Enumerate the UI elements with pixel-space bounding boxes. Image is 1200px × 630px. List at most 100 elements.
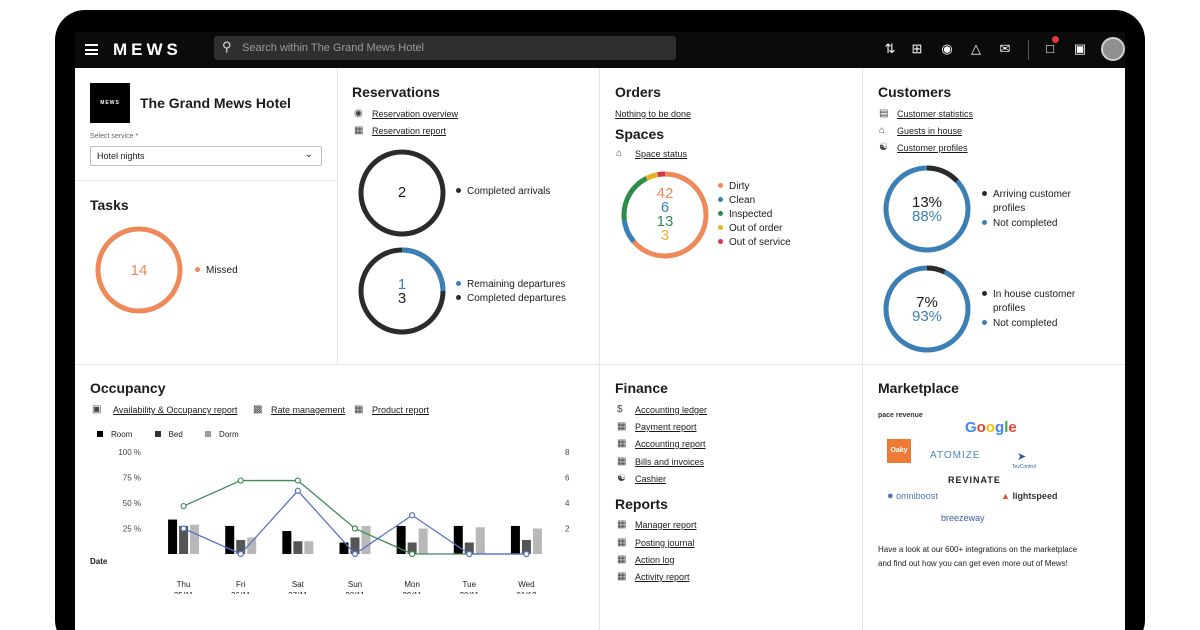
omniboost-logo[interactable]: ● omniboost: [887, 490, 938, 502]
x-tick-date: 30/11: [460, 591, 480, 594]
customer-statistics-link[interactable]: Customer statistics: [897, 109, 974, 119]
manager-report-icon: ▦: [617, 519, 627, 530]
search-input[interactable]: [242, 40, 662, 56]
sort-icon[interactable]: ⇅: [884, 41, 896, 56]
payment-icon: ▦: [617, 421, 627, 432]
posting-journal-link[interactable]: Posting journal: [635, 538, 695, 548]
screen: MEWS ⚲ ⇅ ⊞ ◉ △ ✉ □ ▣ MEWS The Grand Mews…: [75, 32, 1125, 630]
reservation-overview-link[interactable]: Reservation overview: [372, 109, 459, 119]
eye-icon[interactable]: ◉: [941, 41, 953, 56]
bar-bed: [407, 542, 417, 554]
gift-icon[interactable]: ▣: [1073, 41, 1087, 56]
ledger-icon: $: [617, 404, 623, 415]
x-tick-day: Sun: [348, 580, 362, 589]
action-log-link[interactable]: Action log: [635, 555, 675, 565]
arriving-completed-pct: 13%: [911, 194, 943, 211]
departures-completed: 3: [397, 290, 407, 307]
oaky-logo[interactable]: Oaky: [887, 439, 911, 463]
legend-clean: Clean: [718, 195, 755, 206]
lightspeed-logo[interactable]: ▲ lightspeed: [1001, 491, 1058, 501]
availability-occupancy-link[interactable]: Availability & Occupancy report: [113, 405, 238, 415]
bar-dorm: [532, 528, 542, 554]
divider: [75, 180, 337, 181]
inhouse-not-completed-legend: Not completed: [982, 318, 1057, 329]
pace-revenue-logo[interactable]: pace revenue: [878, 412, 923, 419]
activity-icon: ▦: [617, 571, 627, 582]
bar-room: [510, 525, 520, 554]
x-tick-day: Wed: [518, 580, 534, 589]
manager-report-link[interactable]: Manager report: [635, 520, 697, 530]
service-select[interactable]: Hotel nights ⌄: [90, 146, 322, 166]
bar-dorm: [190, 524, 200, 554]
legend-dirty: Dirty: [718, 181, 750, 192]
y-left-tick: 50 %: [123, 499, 141, 508]
bills-invoices-link[interactable]: Bills and invoices: [635, 457, 705, 467]
search-bar[interactable]: ⚲: [214, 36, 676, 60]
tevcontrol-logo[interactable]: TevControl: [1012, 464, 1036, 470]
line-point: [351, 550, 359, 558]
x-tick-date: 28/11: [345, 591, 365, 594]
arrivals-ring[interactable]: [356, 147, 448, 239]
line-point: [180, 502, 187, 510]
space-icon: ⌂: [616, 148, 623, 159]
occupancy-title: Occupancy: [90, 380, 166, 396]
payment-report-link[interactable]: Payment report: [635, 422, 697, 432]
arrivals-value: 2: [397, 184, 407, 201]
nothing-to-be-done-link[interactable]: Nothing to be done: [615, 109, 692, 119]
bell-icon[interactable]: △: [971, 41, 981, 56]
inhouse-profiles-ring[interactable]: [881, 263, 973, 355]
finance-title: Finance: [615, 380, 668, 396]
product-icon: ▦: [354, 404, 364, 415]
line-point: [409, 550, 416, 558]
google-logo[interactable]: Google: [965, 419, 1017, 436]
bar-room: [225, 525, 235, 554]
bar-dorm: [418, 528, 428, 554]
atomize-logo[interactable]: ATOMIZE: [930, 450, 981, 461]
accounting-ledger-link[interactable]: Accounting ledger: [635, 405, 708, 415]
reservation-report-link[interactable]: Reservation report: [372, 126, 447, 136]
tasks-ring[interactable]: [93, 224, 185, 316]
top-bar: MEWS ⚲ ⇅ ⊞ ◉ △ ✉ □ ▣: [75, 32, 1125, 68]
search-icon: ⚲: [222, 39, 232, 54]
reports-title: Reports: [615, 496, 668, 512]
bar-dorm: [304, 541, 314, 554]
mail-icon[interactable]: ✉: [999, 41, 1011, 56]
y-left-tick: 75 %: [123, 474, 141, 483]
occupancy-chart[interactable]: 100 % 75 % 50 % 25 % 8 6 4 2 Thu 25/11 Fri 26/11 Sat…: [75, 444, 595, 594]
arriving-not-completed-legend: Not completed: [982, 218, 1057, 229]
departures-ring[interactable]: [356, 245, 448, 337]
y-right-tick: 4: [565, 499, 570, 508]
mews-logo[interactable]: MEWS: [113, 40, 182, 59]
accounting-report-link[interactable]: Accounting report: [635, 439, 706, 449]
rate-management-link[interactable]: Rate management: [271, 405, 346, 415]
bar-dorm: [475, 527, 485, 554]
departures-completed-legend: Completed departures: [456, 293, 566, 304]
spaces-title: Spaces: [615, 126, 665, 142]
menu-icon[interactable]: [85, 44, 98, 55]
bar-dorm: [247, 537, 257, 554]
report-icon: ▦: [354, 125, 364, 136]
departures-remaining-legend: Remaining departures: [456, 279, 565, 290]
legend-room: Room: [111, 430, 133, 439]
y-left-tick: 100 %: [118, 448, 141, 457]
departures-remaining: 1: [397, 276, 407, 293]
house-icon: ⌂: [879, 125, 886, 136]
add-square-icon[interactable]: ⊞: [911, 41, 923, 56]
avatar[interactable]: [1101, 37, 1125, 61]
guests-in-house-link[interactable]: Guests in house: [897, 126, 963, 136]
customer-profiles-link[interactable]: Customer profiles: [897, 143, 968, 153]
arriving-legend-2: profiles: [993, 203, 1026, 214]
spaces-ring[interactable]: [619, 169, 711, 261]
cashier-icon: ☯: [617, 473, 626, 484]
product-report-link[interactable]: Product report: [372, 405, 430, 415]
chat-icon[interactable]: □: [1046, 41, 1054, 56]
revinate-logo[interactable]: REVINATE: [948, 475, 1001, 485]
activity-report-link[interactable]: Activity report: [635, 572, 690, 582]
space-status-link[interactable]: Space status: [635, 149, 688, 159]
cashier-link[interactable]: Cashier: [635, 474, 667, 484]
journal-icon: ▦: [617, 537, 627, 548]
legend-out-of-service: Out of service: [718, 237, 791, 248]
arriving-profiles-ring[interactable]: [881, 163, 973, 255]
bar-room: [396, 525, 406, 554]
breezeway-logo[interactable]: breezeway: [941, 513, 985, 523]
